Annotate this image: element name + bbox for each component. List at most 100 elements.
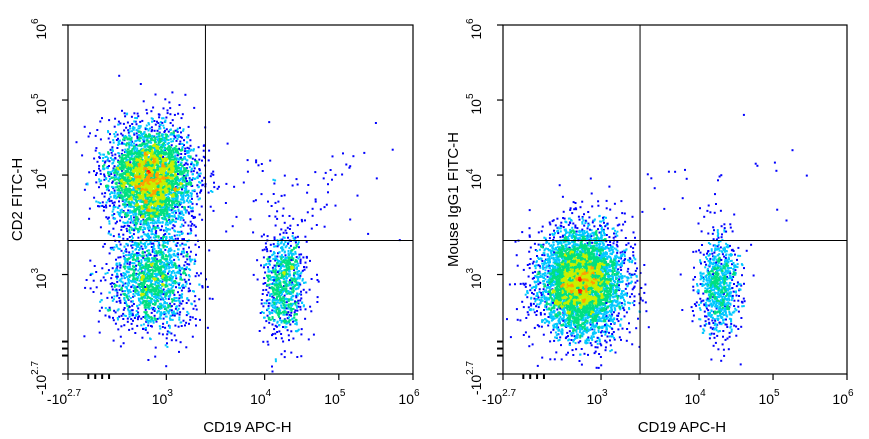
event-dot [113,165,116,168]
event-dot [185,159,188,162]
event-dot [148,183,151,186]
event-dot [135,132,138,135]
event-dot [141,151,144,154]
event-dot [162,176,165,179]
event-dot [153,209,155,212]
event-dot [134,156,137,159]
event-dot [172,211,175,214]
event-dot [121,169,123,172]
event-dot [144,201,147,204]
event-dot [120,168,123,171]
event-dot [135,163,138,166]
event-dot [148,136,151,139]
event-dot [190,201,193,203]
event-dot [190,148,193,151]
event-dot [162,117,165,120]
event-dot [122,177,124,180]
event-dot [177,200,180,203]
event-dot [99,120,102,123]
event-dot [137,127,140,130]
event-dot [120,197,123,199]
event-dot [161,121,164,124]
event-dot [169,133,172,136]
event-dot [148,159,151,162]
event-dot [169,148,172,150]
event-dot [193,224,196,227]
event-dot [146,196,149,199]
event-dot [175,277,178,280]
event-dot [161,210,164,213]
event-dot [133,162,136,165]
event-dot [161,117,164,120]
event-dot [135,201,138,204]
event-dot [180,153,183,155]
event-dot [179,179,182,181]
event-dot [166,109,169,112]
event-dot [118,178,120,181]
event-dot [162,214,165,217]
event-dot [164,194,167,197]
event-dot [133,193,136,196]
event-dot [161,184,163,186]
event-dot [140,213,143,216]
event-dot [116,185,119,188]
event-dot [152,217,155,220]
event-dot [159,211,162,214]
event-dot [133,160,136,163]
event-dot [153,182,156,185]
event-dot [117,207,120,209]
event-dot [181,180,184,183]
event-dot [172,292,174,294]
event-dot [121,142,124,145]
event-dot [161,193,164,196]
event-dot [146,211,149,214]
event-dot [93,170,95,173]
event-dot [137,236,140,239]
event-dot [153,160,155,163]
event-dot [144,208,147,211]
event-dot [180,216,183,219]
event-dots [75,74,401,373]
event-dot [146,185,149,187]
event-dot [179,177,182,180]
event-dot [164,184,167,187]
event-dot [129,184,132,187]
event-dot [143,204,146,207]
event-dot [178,234,181,237]
event-dot [158,158,161,161]
event-dot [150,216,153,219]
event-dot [141,210,144,213]
event-dot [167,175,170,178]
event-dot [147,243,149,246]
event-dot [134,219,137,222]
event-dot [162,211,165,214]
event-dot [131,314,134,317]
event-dot [144,160,147,163]
event-dot [126,262,129,265]
event-dot [174,136,177,139]
event-dot [170,206,173,209]
event-dot [149,221,152,224]
event-dot [144,195,147,198]
event-dot [138,154,141,157]
event-dot [142,154,145,157]
event-dot [134,210,137,213]
event-dot [163,199,166,202]
event-dot [105,155,108,158]
event-dot [149,214,152,217]
event-dot [196,176,199,179]
event-dot [140,166,143,169]
event-dot [151,171,153,174]
event-dot [190,210,193,213]
event-dot [184,186,187,189]
event-dot [139,228,142,231]
event-dot [128,156,131,159]
event-dot [95,200,98,203]
event-dot [102,168,105,171]
event-dot [93,196,96,199]
event-dot [167,197,170,200]
event-dot [142,198,145,201]
event-dot [172,207,175,210]
event-dot [184,211,187,214]
event-dot [131,191,134,194]
